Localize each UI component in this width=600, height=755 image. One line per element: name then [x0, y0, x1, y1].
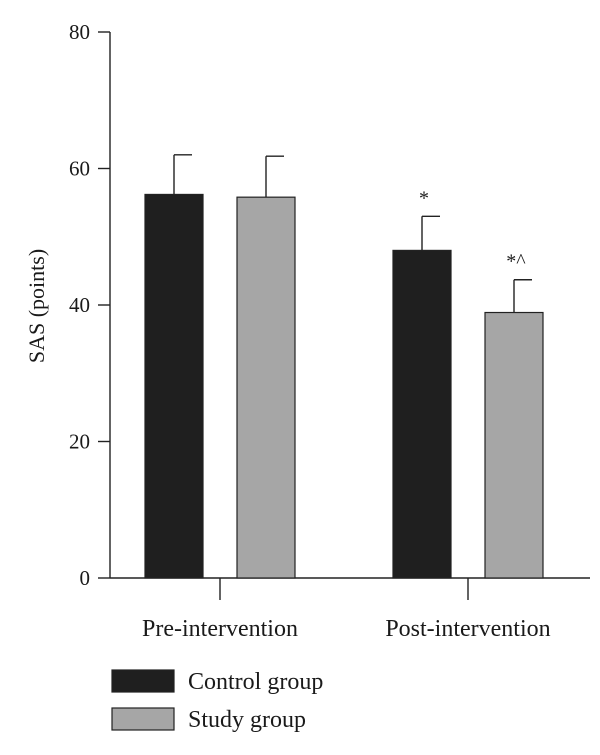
- y-tick-label: 60: [69, 157, 90, 181]
- x-tick-label: Pre-intervention: [142, 616, 298, 642]
- y-tick-label: 20: [69, 430, 90, 454]
- legend-swatch: [111, 707, 175, 731]
- legend-label: Control group: [188, 669, 323, 695]
- x-tick-label: Post-intervention: [385, 616, 550, 642]
- legend-label: Study group: [188, 707, 306, 733]
- y-tick-label: 40: [69, 293, 90, 317]
- y-tick-label: 0: [80, 566, 91, 590]
- error-bars: [173, 154, 532, 313]
- axes: 0 20 40 60 80 Pre-intervention Post-interventi…: [69, 20, 590, 642]
- significance-marker: *: [419, 187, 429, 209]
- significance-annotations: * *^: [419, 187, 526, 272]
- bar: [236, 196, 296, 579]
- y-tick-label: 80: [69, 20, 90, 44]
- legend: Control group Study group: [111, 669, 323, 733]
- bars: [144, 193, 544, 579]
- bar: [144, 193, 204, 579]
- y-axis-label: SAS (points): [24, 249, 49, 363]
- significance-marker: *^: [506, 251, 526, 273]
- legend-swatch: [111, 669, 175, 693]
- bar: [484, 311, 544, 579]
- bar: [392, 249, 452, 579]
